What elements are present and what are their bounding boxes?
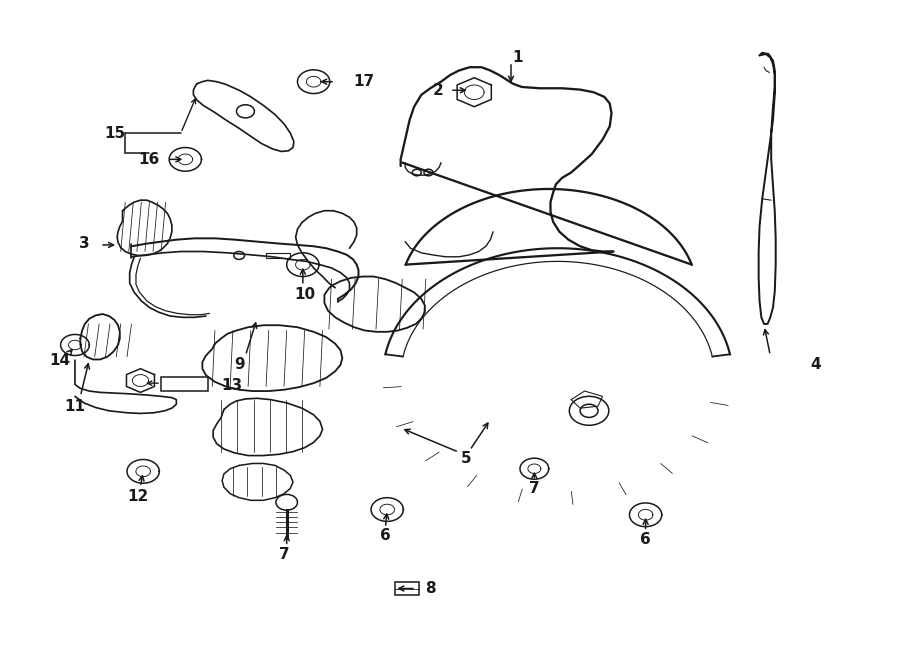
Text: 7: 7 — [279, 547, 289, 562]
Text: 9: 9 — [234, 357, 245, 372]
Text: 4: 4 — [811, 357, 822, 372]
Text: 15: 15 — [104, 126, 125, 141]
Text: 6: 6 — [380, 528, 391, 543]
Text: 11: 11 — [65, 399, 86, 414]
Text: 17: 17 — [353, 74, 374, 89]
Text: 16: 16 — [138, 152, 159, 167]
Text: 6: 6 — [640, 532, 651, 547]
Text: 14: 14 — [50, 352, 70, 368]
Text: 13: 13 — [221, 378, 242, 393]
Text: 3: 3 — [78, 236, 89, 251]
Text: 2: 2 — [433, 83, 444, 98]
Text: 10: 10 — [294, 287, 315, 302]
Text: 7: 7 — [529, 481, 540, 496]
Text: 5: 5 — [461, 451, 472, 467]
Text: 8: 8 — [425, 581, 436, 596]
Text: 1: 1 — [512, 50, 523, 65]
Text: 12: 12 — [127, 489, 148, 504]
